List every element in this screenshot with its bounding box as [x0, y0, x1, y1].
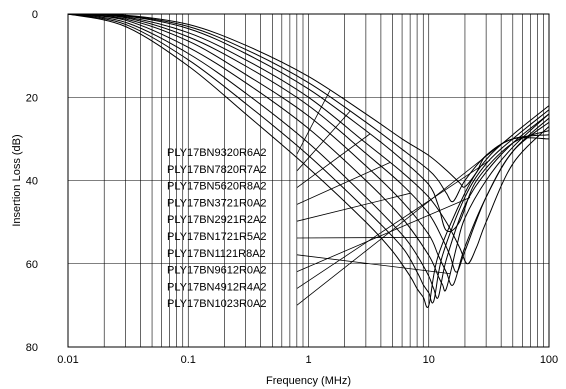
tick-labels: 0.01 0.1 1 10 100 0 20 40 60 80 [26, 9, 558, 366]
x-tick-label: 0.01 [57, 354, 78, 366]
leader-line [296, 90, 331, 155]
y-tick-label: 20 [26, 92, 38, 104]
series-line-PLY17BN4912R4A2 [67, 13, 550, 304]
legend-label: PLY17BN9320R6A2 [167, 147, 266, 159]
legend-label: PLY17BN4912R4A2 [167, 281, 266, 293]
x-tick-label: 0.1 [181, 354, 196, 366]
y-tick-label: 60 [26, 259, 38, 271]
leader-line [296, 197, 471, 272]
series-line-PLY17BN9320R6A2 [67, 13, 550, 188]
leader-line [296, 133, 371, 188]
leader-line [296, 159, 491, 289]
series-line-PLY17BN9612R0A2 [67, 13, 550, 299]
y-tick-label: 0 [32, 9, 38, 21]
leader-line [296, 254, 451, 275]
x-tick-label: 100 [540, 354, 558, 366]
series-line-PLY17BN1121R8A2 [67, 13, 550, 292]
leader-line [296, 137, 511, 306]
x-axis-label: Frequency (MHz) [266, 375, 351, 387]
leader-line [296, 192, 411, 222]
leader-line [296, 111, 351, 172]
legend-label: PLY17BN7820R7A2 [167, 164, 266, 176]
x-tick-label: 1 [305, 354, 311, 366]
y-tick-label: 40 [26, 176, 38, 188]
legend-label: PLY17BN1721R5A2 [167, 231, 266, 243]
x-tick-label: 10 [423, 354, 435, 366]
series-line-PLY17BN1023R0A2 [67, 13, 550, 308]
series-lines [67, 13, 550, 308]
plot-frame [67, 13, 550, 348]
legend-label: PLY17BN5620R8A2 [167, 181, 266, 193]
series-line-PLY17BN7820R7A2 [67, 13, 550, 203]
legend-label: PLY17BN1023R0A2 [167, 298, 266, 310]
legend-label: PLY17BN1121R8A2 [167, 248, 266, 260]
series-line-PLY17BN5620R8A2 [67, 13, 550, 232]
series-line-PLY17BN2921R2A2 [67, 13, 550, 273]
leader-line [296, 162, 391, 205]
series-line-PLY17BN3721R0A2 [67, 13, 550, 265]
legend: PLY17BN9320R6A2 PLY17BN7820R7A2 PLY17BN562… [167, 147, 266, 310]
legend-label: PLY17BN3721R0A2 [167, 197, 266, 209]
leader-line [296, 236, 431, 239]
legend-label: PLY17BN2921R2A2 [167, 214, 266, 226]
y-tick-label: 80 [26, 342, 38, 354]
legend-leader-lines [296, 90, 511, 306]
y-axis-label: Insertion Loss (dB) [11, 134, 23, 226]
legend-label: PLY17BN9612R0A2 [167, 265, 266, 277]
series-line-PLY17BN1721R5A2 [67, 13, 550, 286]
grid [68, 14, 549, 347]
